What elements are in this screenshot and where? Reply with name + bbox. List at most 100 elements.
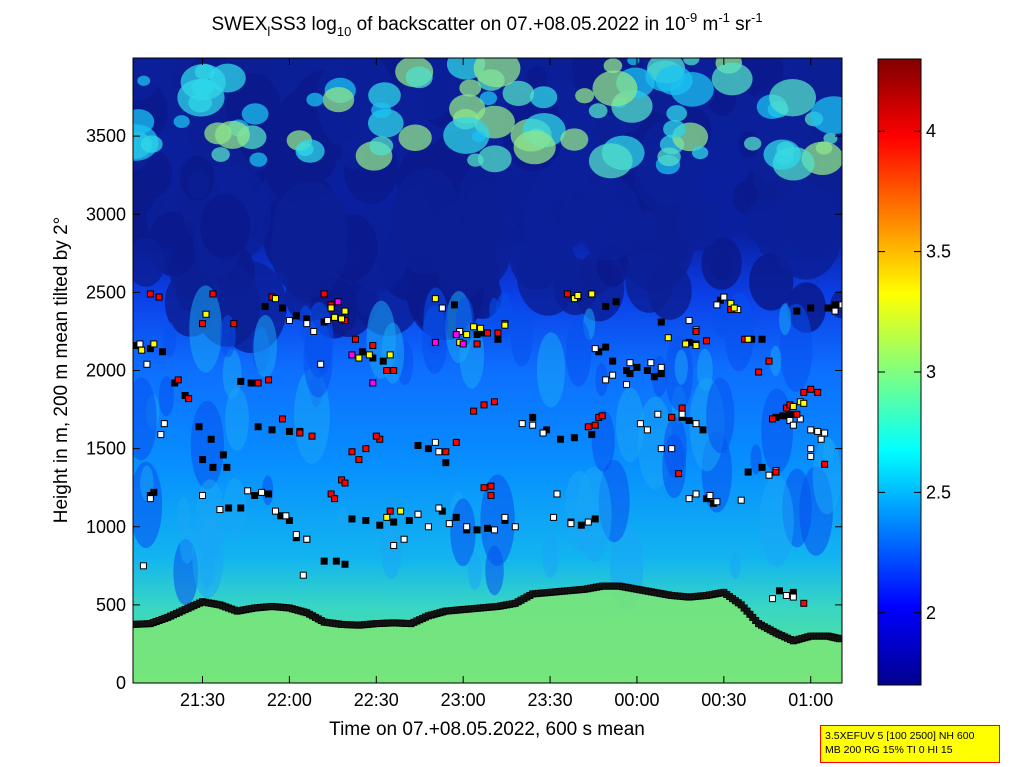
cloud-marker <box>706 492 714 499</box>
cloud-marker <box>442 448 450 456</box>
field-blob <box>576 466 612 562</box>
cloud-marker <box>225 504 233 512</box>
cloud-marker <box>484 524 491 532</box>
cloud-marker <box>424 445 432 453</box>
x-tick-label: 21:30 <box>180 690 225 710</box>
cloud-marker <box>563 290 571 298</box>
cloud-marker <box>237 504 245 512</box>
info-line-1: 3.5XEFUV 5 [100 2500] NH 600 <box>825 730 975 742</box>
field-blob <box>473 58 521 88</box>
field-blob <box>295 139 325 163</box>
field-blob <box>769 345 782 377</box>
cloud-marker <box>219 451 227 459</box>
cloud-marker <box>292 312 300 320</box>
cloud-marker <box>574 292 582 299</box>
field-blob <box>536 332 566 408</box>
cloud-marker <box>296 429 304 437</box>
field-blob <box>458 162 512 232</box>
cloud-marker <box>431 295 439 303</box>
field-blob <box>706 377 735 454</box>
cloud-marker <box>550 513 558 521</box>
cloud-marker <box>588 290 596 298</box>
cloud-marker <box>789 402 797 410</box>
cloud-marker <box>765 357 773 365</box>
cloud-marker <box>682 340 690 348</box>
cloud-marker <box>494 335 502 343</box>
field-blob <box>823 132 838 145</box>
cloud-marker <box>713 301 721 309</box>
cloud-marker <box>755 368 763 376</box>
cloud-marker <box>282 512 290 520</box>
x-tick-label: 23:00 <box>441 690 486 710</box>
field-blob <box>190 400 224 490</box>
cloud-marker <box>685 317 693 324</box>
x-tick-label: 01:00 <box>788 690 833 710</box>
cloud-marker <box>414 510 422 518</box>
cloud-marker <box>657 363 665 371</box>
cloud-marker <box>470 407 478 415</box>
cloud-marker <box>529 421 537 429</box>
cloud-marker <box>299 571 307 579</box>
cloud-marker <box>324 317 332 324</box>
cloud-marker <box>779 412 787 420</box>
info-box: 3.5XEFUV 5 [100 2500] NH 600 MB 200 RG 1… <box>820 725 1000 763</box>
cloud-marker <box>445 520 453 528</box>
cloud-marker <box>155 293 163 301</box>
cloud-marker <box>744 335 752 343</box>
field-blob <box>683 58 700 66</box>
cloud-marker <box>577 521 585 529</box>
cloud-marker <box>355 456 363 464</box>
field-blob <box>249 152 268 167</box>
cloud-marker <box>643 426 651 434</box>
colorbar-ticks: 2 2.5 3 3.5 4 <box>878 121 951 623</box>
y-tick-label: 1500 <box>86 439 126 459</box>
y-axis-label: Height in m, 200 m mean tilted by 2° <box>51 217 72 523</box>
field-blob <box>588 143 633 179</box>
cloud-marker <box>369 342 377 349</box>
cloud-marker <box>807 452 815 460</box>
cloud-marker <box>159 348 167 356</box>
cloud-marker <box>244 487 252 495</box>
cloud-marker <box>678 410 686 418</box>
title-mid4: sr <box>730 14 752 35</box>
title-prefix-sub: l <box>267 24 270 39</box>
cloud-marker <box>285 317 293 324</box>
field-blob <box>522 184 581 260</box>
cloud-marker <box>602 376 610 384</box>
y-tick-label: 3000 <box>86 204 126 224</box>
field-blob <box>701 236 742 290</box>
cloud-marker <box>355 354 363 362</box>
field-blob <box>691 146 709 160</box>
field-blob <box>158 376 174 417</box>
cloud-marker <box>650 373 658 381</box>
cloud-marker <box>602 343 610 351</box>
cloud-marker <box>480 484 488 492</box>
field-blob <box>369 136 394 156</box>
cloud-marker <box>341 307 349 315</box>
cloud-marker <box>553 490 561 498</box>
field-blob <box>371 102 392 119</box>
boundary-layer-line <box>133 584 842 643</box>
cloud-marker <box>459 340 467 348</box>
cloud-marker <box>692 327 700 335</box>
field-blob <box>616 387 645 463</box>
field-blob <box>636 213 658 243</box>
cloud-marker <box>452 438 460 446</box>
cloud-marker <box>397 507 405 515</box>
cloud-marker <box>372 432 380 440</box>
field-blob <box>529 86 558 109</box>
cloud-marker <box>657 318 665 326</box>
cloud-marker <box>657 445 665 453</box>
cloud-marker <box>744 468 752 476</box>
field-blob <box>577 176 642 261</box>
cloud-marker <box>185 395 193 403</box>
y-tick-label: 1000 <box>86 517 126 537</box>
cloud-marker <box>643 367 651 374</box>
y-axis-ticks: 0 500 1000 1500 2000 2500 3000 3500 <box>86 126 842 693</box>
cloud-marker <box>494 329 502 337</box>
cloud-marker <box>584 518 592 526</box>
cloud-marker <box>570 434 578 442</box>
title-exp3: -1 <box>751 10 763 25</box>
cloud-marker <box>365 351 373 359</box>
cloud-marker <box>199 320 207 328</box>
